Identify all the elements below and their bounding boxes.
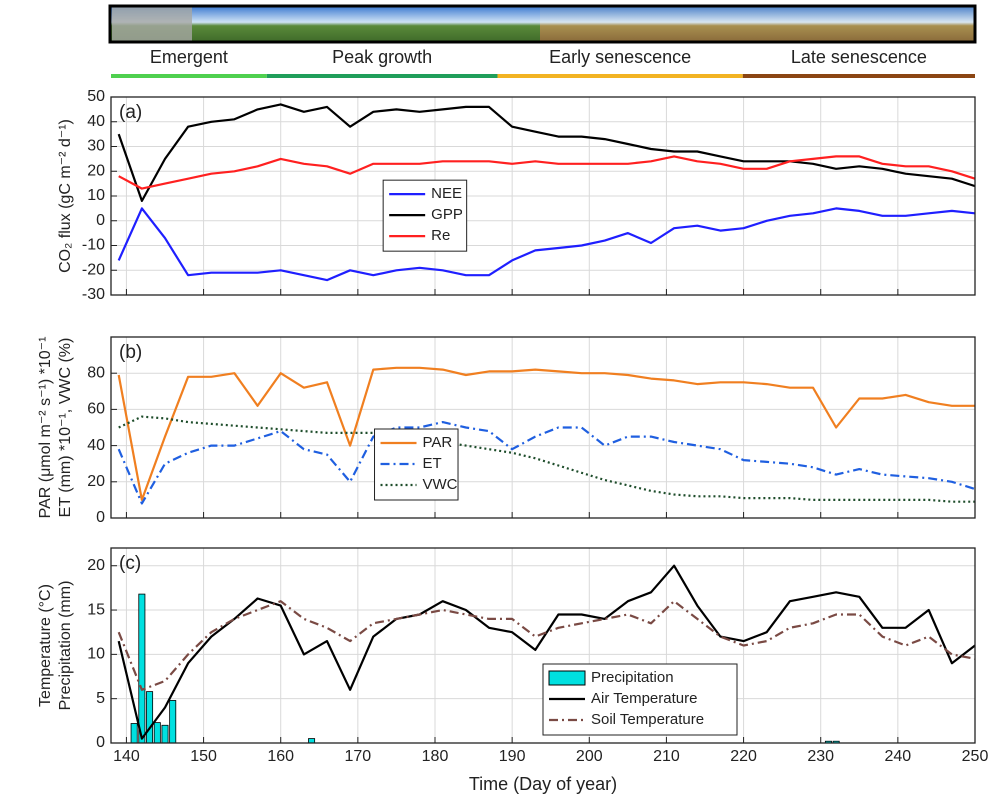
y-tick-label: 60 [87, 401, 105, 418]
series-line [119, 156, 975, 188]
y-tick-label: 50 [87, 88, 105, 105]
legend-label: VWC [423, 476, 458, 493]
series-line [119, 422, 975, 503]
y-tick-label: -30 [82, 286, 105, 303]
x-tick-label: 140 [113, 748, 140, 765]
panel-label: (c) [119, 553, 141, 574]
series-line [119, 104, 975, 200]
panel: 140 150 160 170 180 190 200 210 220 230 240 250 0 5 10… [37, 548, 988, 794]
legend-label: Soil Temperature [591, 711, 704, 728]
legend-label: Precipitation [591, 669, 674, 686]
y-axis-label: ET (mm) *10⁻¹, VWC (%) [57, 338, 74, 518]
phase-label: Early senescence [549, 47, 691, 67]
legend-label: GPP [431, 206, 463, 223]
figure: Emergent Peak growth Early senescence Late … [0, 0, 1003, 803]
bar [162, 725, 168, 743]
legend-label: PAR [423, 434, 453, 451]
x-tick-label: 230 [807, 748, 834, 765]
y-tick-label: 0 [96, 212, 105, 229]
y-axis-label: CO₂ flux (gC m⁻² d⁻¹) [57, 119, 74, 273]
photo-strip [110, 6, 975, 42]
y-tick-label: 20 [87, 162, 105, 179]
y-tick-label: 10 [87, 646, 105, 663]
x-tick-label: 150 [190, 748, 217, 765]
y-tick-label: 20 [87, 473, 105, 490]
bar [146, 692, 152, 743]
series-line [119, 208, 975, 280]
x-tick-label: 170 [345, 748, 372, 765]
legend-label: Re [431, 227, 450, 244]
y-tick-label: -10 [82, 237, 105, 254]
y-tick-label: 40 [87, 113, 105, 130]
x-tick-label: 220 [730, 748, 757, 765]
legend: Precipitation Air Temperature Soil Tempera… [543, 664, 737, 735]
bar [154, 723, 160, 743]
x-tick-label: 190 [499, 748, 526, 765]
x-tick-label: 180 [422, 748, 449, 765]
bar [131, 724, 137, 744]
x-tick-label: 250 [962, 748, 989, 765]
x-tick-label: 160 [267, 748, 294, 765]
panel-label: (b) [119, 342, 142, 363]
plot-area [119, 368, 975, 504]
legend: PAR ET VWC [375, 429, 459, 500]
y-tick-label: 30 [87, 138, 105, 155]
bar [308, 739, 314, 743]
legend-label: NEE [431, 185, 462, 202]
phase-label: Emergent [150, 47, 228, 67]
legend: NEE GPP Re [383, 180, 467, 251]
y-tick-label: -20 [82, 261, 105, 278]
series-line [119, 368, 975, 500]
y-axis-label: Precipitation (mm) [57, 581, 74, 711]
y-tick-label: 20 [87, 557, 105, 574]
y-tick-label: 15 [87, 601, 105, 618]
x-axis-label: Time (Day of year) [469, 774, 617, 794]
phase-label: Peak growth [332, 47, 432, 67]
x-tick-label: 240 [885, 748, 912, 765]
axes-frame [111, 337, 975, 518]
y-tick-label: 0 [96, 509, 105, 526]
y-tick-label: 10 [87, 187, 105, 204]
bar [139, 594, 145, 743]
y-tick-label: 40 [87, 437, 105, 454]
series-line [119, 417, 975, 502]
y-tick-label: 5 [96, 690, 105, 707]
legend-label: ET [423, 455, 442, 472]
panel: -30 -20 -10 0 10 20 30 40 50 (a) CO₂ flux (gC m⁻² … [57, 88, 975, 303]
y-tick-label: 0 [96, 734, 105, 751]
legend-swatch [549, 671, 585, 685]
legend-label: Air Temperature [591, 690, 697, 707]
x-tick-label: 200 [576, 748, 603, 765]
panel-label: (a) [119, 102, 142, 123]
plot-area [119, 104, 975, 280]
y-axis-label: Temperature (°C) [37, 584, 54, 707]
y-tick-label: 80 [87, 364, 105, 381]
y-axis-label: PAR (μmol m⁻² s⁻¹) *10⁻¹ [37, 337, 54, 519]
phase-label: Late senescence [791, 47, 927, 67]
bar [170, 700, 176, 743]
x-tick-label: 210 [653, 748, 680, 765]
